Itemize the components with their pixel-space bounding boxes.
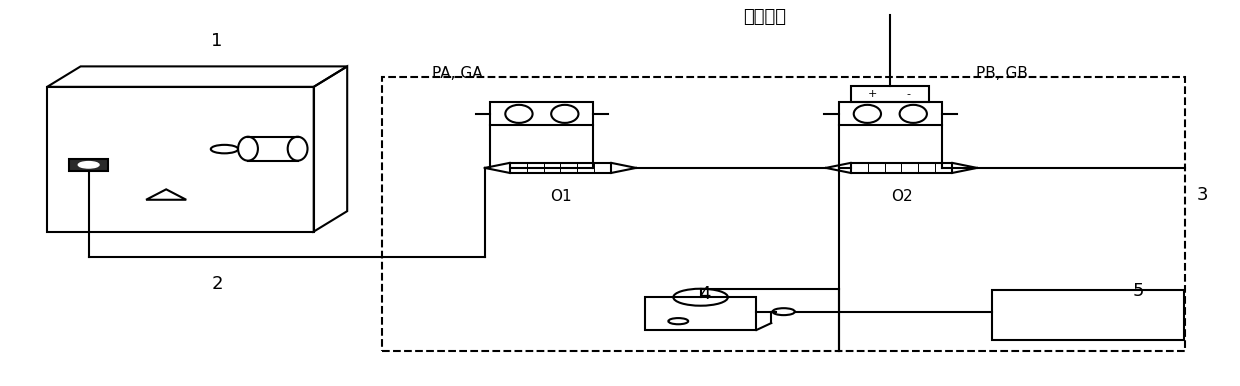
Bar [69,159,108,171]
Text: O1: O1 [549,189,572,203]
Bar [382,77,1185,351]
Text: 4: 4 [698,285,711,303]
Text: 2: 2 [211,275,223,293]
Circle shape [78,162,99,168]
Bar [491,102,594,125]
Text: +: + [868,89,877,99]
Bar [992,290,1184,340]
Text: -: - [906,89,910,99]
Ellipse shape [288,137,308,161]
Bar [838,102,942,125]
Text: O2: O2 [890,189,913,203]
Text: 3: 3 [1197,186,1209,204]
Text: 外加电压: 外加电压 [744,8,786,26]
Bar [510,163,611,173]
Bar [645,297,756,330]
Text: 1: 1 [211,32,223,49]
Bar [851,163,952,173]
Ellipse shape [238,137,258,161]
Bar [851,86,930,102]
Text: 5: 5 [1132,283,1145,300]
Text: PA, GA: PA, GA [432,66,482,81]
Text: PB, GB: PB, GB [976,66,1028,81]
Bar [47,87,314,232]
